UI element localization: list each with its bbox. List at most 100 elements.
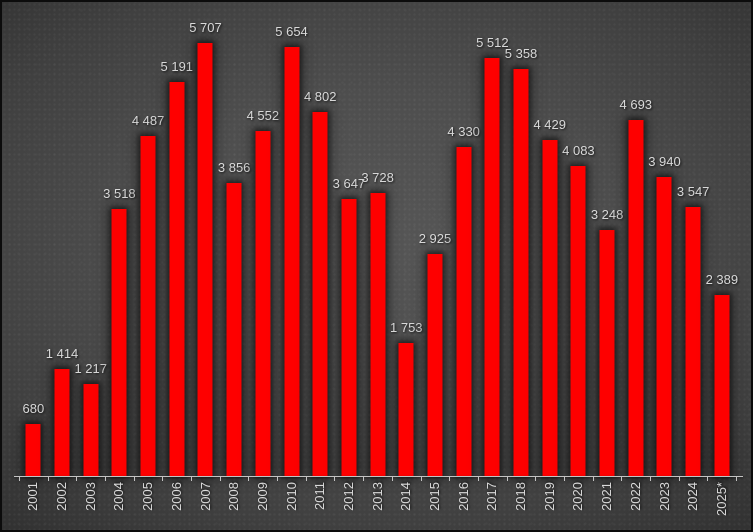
bar [341,199,357,476]
tick-mark [363,477,365,481]
bar [226,183,242,476]
value-label: 3 940 [648,154,681,169]
bar-column: 2 925 2015 [419,2,452,511]
bar [542,140,558,476]
tick-mark [133,477,135,481]
x-axis-label: 2010 [283,482,299,511]
tick-mark [592,477,594,481]
value-label: 1 753 [390,320,423,335]
x-axis-label: 2020 [570,482,586,511]
tick-mark [506,477,508,481]
value-label: 5 191 [160,59,194,74]
value-label: 4 429 [533,117,566,132]
tick-mark [47,477,49,481]
tick-mark [105,477,107,481]
value-label: 4 487 [131,113,165,128]
bar [284,47,300,476]
bar [570,166,586,476]
x-axis-label: 2022 [627,482,643,511]
bar [312,112,328,476]
x-axis-label: 2012 [340,482,356,511]
x-axis-label: 2009 [254,482,270,511]
value-label: 5 358 [504,46,538,61]
x-axis-label: 2021 [599,482,615,511]
bar [427,254,443,476]
x-axis-label: 2025* [713,482,729,516]
x-axis-label: 2023 [656,482,672,511]
bar [714,295,730,476]
bar [83,384,99,476]
bar [169,82,185,476]
tick-mark [76,477,78,481]
value-label: 3 547 [676,184,710,199]
bar [484,58,500,476]
bar [197,43,213,476]
value-label: 1 217 [74,361,107,376]
tick-mark [678,477,680,481]
tick-mark [248,477,250,481]
bar-column: 4 802 2011 [304,2,337,510]
tick-mark [219,477,221,481]
x-axis-label: 2019 [541,482,557,511]
bar-column: 3 547 2024 [676,2,710,511]
x-axis-label: 2005 [140,482,156,511]
tick-mark [449,477,451,481]
bar-column: 3 518 2004 [103,2,136,511]
x-axis-label: 2004 [111,482,127,511]
x-axis-ticks [19,477,737,481]
x-axis-label: 2007 [197,482,213,511]
value-label: 5 512 [476,35,509,50]
bar-column: 3 647 2012 [332,2,366,511]
value-label: 680 [22,401,45,416]
bar [54,369,70,476]
value-label: 4 552 [246,108,280,123]
bar [370,193,386,476]
value-label: 3 647 [332,176,366,191]
x-axis-line [14,476,743,477]
x-axis-label: 2018 [513,482,529,511]
tick-mark [707,477,709,481]
value-label: 5 654 [275,24,308,39]
value-label: 4 693 [619,97,653,112]
x-axis-label: 2015 [426,482,442,511]
x-axis-label: 2024 [685,482,701,511]
x-axis-label: 2003 [82,482,98,511]
value-label: 3 728 [361,170,394,185]
bar [398,343,414,476]
x-axis-label: 2011 [312,482,328,510]
value-label: 3 518 [103,186,136,201]
x-axis-label: 2002 [54,482,70,511]
tick-mark [191,477,193,481]
tick-mark [305,477,307,481]
value-label: 3 856 [217,160,251,175]
value-label: 2 389 [705,272,739,287]
bar [140,136,156,476]
bar-column: 2 389 2025* [705,2,739,516]
bar-column: 5 191 2006 [160,2,194,511]
tick-mark [621,477,623,481]
value-label: 1 414 [45,346,79,361]
x-axis-label: 2006 [168,482,184,511]
value-label: 3 248 [590,207,624,222]
tick-mark [334,477,336,481]
bar-column: 5 512 2017 [476,2,509,511]
bar-column: 3 728 2013 [361,2,394,511]
bar [456,147,472,476]
bar [111,209,127,476]
bar [25,424,41,476]
x-axis-label: 2016 [455,482,471,511]
tick-mark [420,477,422,481]
x-axis-label: 2014 [398,482,414,511]
value-label: 4 330 [447,124,480,139]
value-label: 4 083 [562,143,595,158]
bar-column: 4 693 2022 [619,2,653,511]
tick-mark [649,477,651,481]
tick-mark [277,477,279,481]
tick-mark [391,477,393,481]
x-axis-label: 2008 [226,482,242,511]
bar-column: 3 856 2008 [217,2,251,511]
bar-column: 680 2001 [19,2,48,511]
bar-column: 4 552 2009 [246,2,280,511]
tick-mark [19,477,20,481]
